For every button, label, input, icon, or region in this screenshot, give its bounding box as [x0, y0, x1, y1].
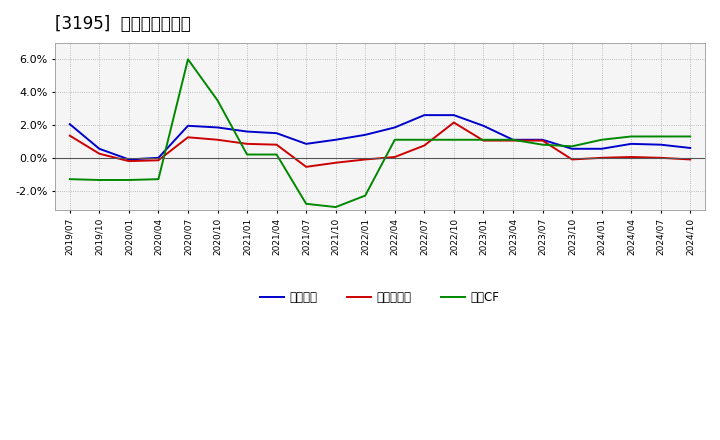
当期純利益 [272, 142, 281, 147]
経常利益 [66, 121, 74, 127]
当期純利益 [302, 164, 310, 169]
経常利益 [449, 113, 458, 118]
当期純利益 [390, 154, 399, 160]
経常利益 [302, 141, 310, 147]
営業CF [568, 144, 577, 149]
営業CF [361, 193, 369, 198]
経常利益 [272, 131, 281, 136]
経常利益 [154, 155, 163, 161]
当期純利益 [538, 138, 546, 143]
経常利益 [598, 146, 606, 151]
営業CF [598, 137, 606, 143]
営業CF [331, 205, 340, 210]
経常利益 [508, 137, 517, 143]
当期純利益 [627, 154, 636, 160]
Line: 営業CF: 営業CF [70, 59, 690, 207]
経常利益 [568, 146, 577, 151]
経常利益 [538, 137, 546, 143]
経常利益 [95, 146, 104, 151]
営業CF [538, 142, 546, 147]
営業CF [184, 57, 192, 62]
Legend: 経常利益, 当期純利益, 営業CF: 経常利益, 当期純利益, 営業CF [256, 286, 505, 309]
営業CF [479, 137, 487, 143]
経常利益 [213, 125, 222, 130]
Line: 経常利益: 経常利益 [70, 115, 690, 159]
Line: 当期純利益: 当期純利益 [70, 122, 690, 167]
当期純利益 [66, 133, 74, 138]
当期純利益 [420, 143, 428, 148]
当期純利益 [508, 138, 517, 143]
当期純利益 [125, 158, 133, 164]
経常利益 [125, 157, 133, 162]
経常利益 [657, 142, 665, 147]
経常利益 [686, 145, 695, 150]
営業CF [154, 176, 163, 182]
営業CF [272, 152, 281, 157]
当期純利益 [598, 155, 606, 161]
営業CF [213, 98, 222, 103]
当期純利益 [331, 160, 340, 165]
当期純利益 [657, 155, 665, 161]
営業CF [657, 134, 665, 139]
経常利益 [479, 123, 487, 128]
経常利益 [331, 137, 340, 143]
経常利益 [627, 141, 636, 147]
営業CF [449, 137, 458, 143]
営業CF [508, 137, 517, 143]
当期純利益 [184, 135, 192, 140]
営業CF [243, 152, 251, 157]
営業CF [302, 201, 310, 206]
営業CF [66, 176, 74, 182]
営業CF [627, 134, 636, 139]
営業CF [95, 177, 104, 183]
営業CF [125, 177, 133, 183]
営業CF [686, 134, 695, 139]
当期純利益 [154, 158, 163, 163]
Text: [3195]  マージンの推移: [3195] マージンの推移 [55, 15, 191, 33]
当期純利益 [568, 157, 577, 162]
当期純利益 [95, 151, 104, 156]
当期純利益 [213, 137, 222, 143]
経常利益 [390, 125, 399, 130]
営業CF [390, 137, 399, 143]
当期純利益 [243, 141, 251, 147]
経常利益 [184, 123, 192, 128]
経常利益 [420, 113, 428, 118]
経常利益 [243, 129, 251, 134]
当期純利益 [361, 157, 369, 162]
経常利益 [361, 132, 369, 137]
当期純利益 [686, 157, 695, 162]
営業CF [420, 137, 428, 143]
当期純利益 [449, 120, 458, 125]
当期純利益 [479, 138, 487, 143]
